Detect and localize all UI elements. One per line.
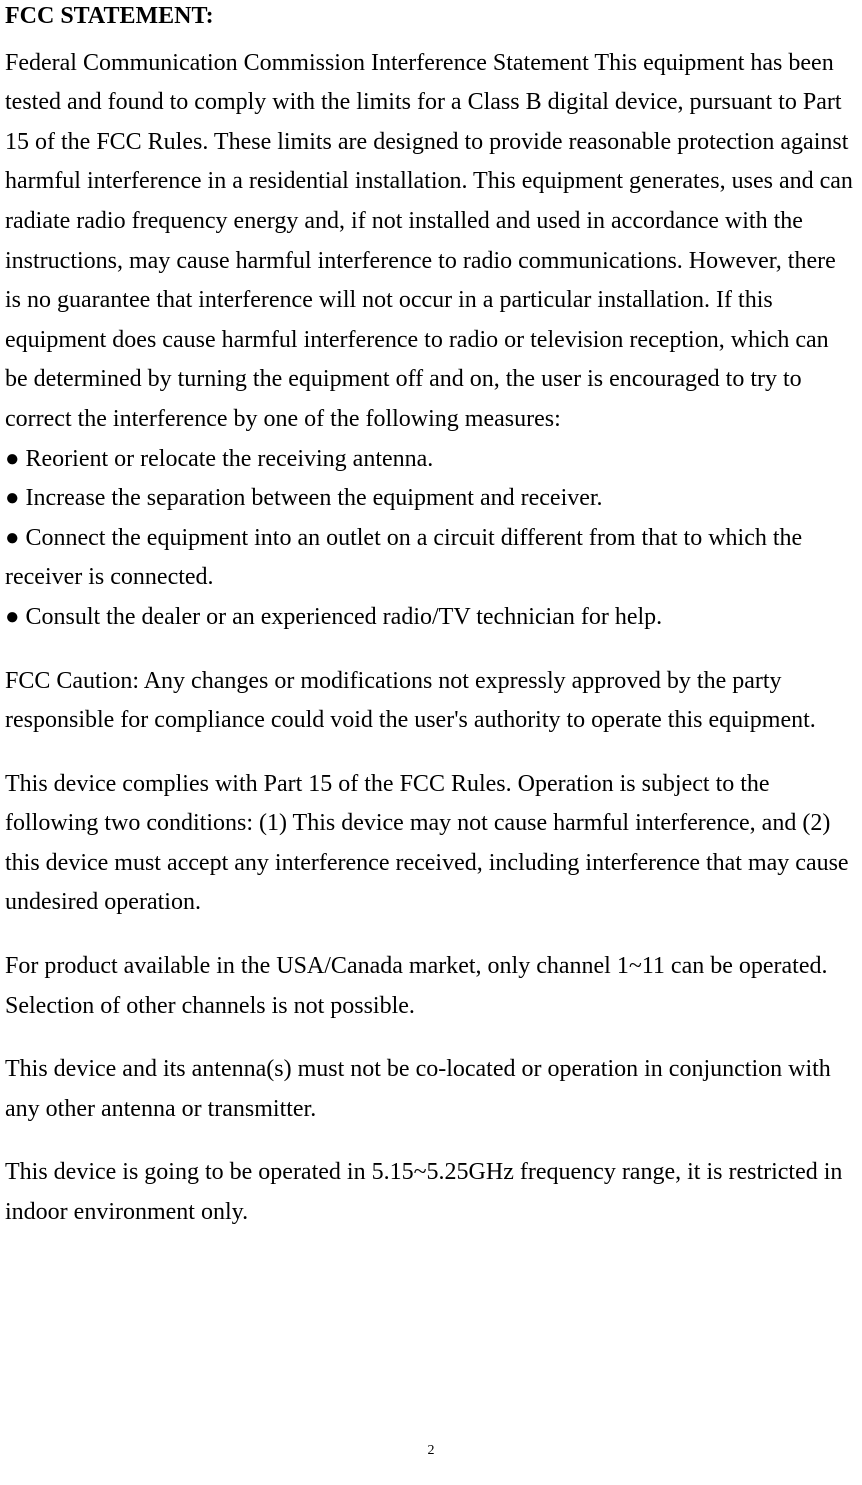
fcc-statement-heading: FCC STATEMENT: xyxy=(5,0,857,34)
bullet-separation: ● Increase the separation between the eq… xyxy=(5,479,857,519)
fcc-caution-paragraph: FCC Caution: Any changes or modification… xyxy=(5,662,857,741)
bullet-outlet: ● Connect the equipment into an outlet o… xyxy=(5,519,857,598)
channels-paragraph: For product available in the USA/Canada … xyxy=(5,947,857,1026)
page-number: 2 xyxy=(0,1443,862,1459)
intro-paragraph: Federal Communication Commission Interfe… xyxy=(5,44,857,440)
bullet-consult: ● Consult the dealer or an experienced r… xyxy=(5,598,857,638)
bullet-reorient: ● Reorient or relocate the receiving ant… xyxy=(5,440,857,480)
antenna-paragraph: This device and its antenna(s) must not … xyxy=(5,1050,857,1129)
frequency-paragraph: This device is going to be operated in 5… xyxy=(5,1153,857,1232)
part15-paragraph: This device complies with Part 15 of the… xyxy=(5,765,857,923)
